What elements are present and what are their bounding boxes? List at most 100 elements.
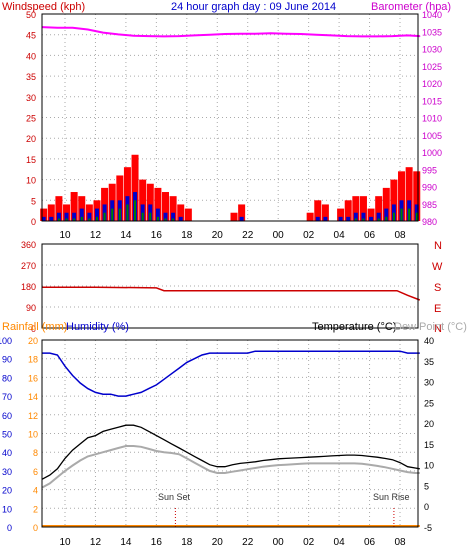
wind-y-tick-label-9: 45 xyxy=(26,31,36,41)
wind-y-tick-label-10: 50 xyxy=(26,10,36,20)
dir-y-tick-label-4: 360 xyxy=(21,240,36,250)
wind-low-bar xyxy=(118,208,121,221)
wind-average-bar xyxy=(178,216,183,221)
wind-low-bar xyxy=(354,218,357,221)
temp-x-tick-label-11: 08 xyxy=(394,537,406,548)
wind-y-tick-label-1: 5 xyxy=(31,196,36,206)
wind-gust-bar xyxy=(146,183,154,221)
barometer-point xyxy=(178,35,180,37)
wind-gust-bar xyxy=(367,208,375,221)
wind-low-bar xyxy=(134,200,137,221)
wind-average-bar xyxy=(376,212,381,221)
wind-average-bar xyxy=(72,212,77,221)
wind-y-tick-label-0: 0 xyxy=(31,217,36,227)
wind-gust-bar xyxy=(314,200,322,221)
barometer-point xyxy=(300,33,302,35)
wind-low-bar xyxy=(408,208,411,221)
baro-y-tick-label-0: 980 xyxy=(422,217,437,227)
wind-gust-bar xyxy=(184,208,192,221)
barometer-point xyxy=(361,35,363,38)
barometer-point xyxy=(407,34,409,36)
dir-y-tick-label-2: 180 xyxy=(21,282,36,292)
wind-low-bar xyxy=(88,218,91,221)
wind-gust-bar xyxy=(359,196,367,221)
temp-x-tick-label-4: 18 xyxy=(181,537,193,548)
temp-x-tick-label-1: 12 xyxy=(90,537,102,548)
barometer-point xyxy=(148,35,150,37)
wind-gust-bar xyxy=(306,212,314,221)
wind-low-bar xyxy=(385,216,388,221)
wind-x-tick-label-11: 08 xyxy=(394,230,406,241)
wind-y-tick-label-7: 35 xyxy=(26,72,36,82)
wind-y-tick-label-2: 10 xyxy=(26,176,36,186)
temp-y-tick-label-7: 30 xyxy=(424,378,434,388)
barometer-point xyxy=(269,32,272,34)
wind-average-bar xyxy=(369,216,374,221)
barometer-axis-title: Barometer (hpa) xyxy=(371,1,451,13)
wind-gust-bar xyxy=(405,167,413,221)
wind-x-tick-label-3: 16 xyxy=(151,230,163,241)
baro-y-tick-label-11: 1035 xyxy=(422,27,442,37)
wind-gust-bar xyxy=(123,167,131,221)
dir-y-tick-label-1: 90 xyxy=(26,303,36,313)
temp-y-tick-label-3: 10 xyxy=(424,461,434,471)
humidity-y-tick-label-9: 90 xyxy=(2,355,12,365)
direction-panel-frame xyxy=(41,243,419,329)
temp-x-tick-label-0: 10 xyxy=(59,537,71,548)
humidity-series-line xyxy=(42,350,420,397)
temp-y-tick-label-6: 25 xyxy=(424,398,434,408)
temp-x-tick-label-6: 22 xyxy=(242,537,254,548)
barometer-point xyxy=(239,33,241,35)
temp-y-tick-label-9: 40 xyxy=(424,336,434,346)
wind-gust-bar xyxy=(382,187,390,221)
barometer-series-line xyxy=(42,26,420,38)
barometer-point xyxy=(193,34,196,36)
wind-average-bar xyxy=(87,212,92,221)
baro-y-tick-label-4: 1000 xyxy=(422,148,442,158)
rain-y-tick-label-4: 8 xyxy=(33,448,38,458)
humidity-y-tick-label-8: 80 xyxy=(2,373,12,383)
wind-gust-bar xyxy=(375,196,383,221)
baro-y-tick-label-5: 1005 xyxy=(422,131,442,141)
wind-gust-bar xyxy=(398,171,406,221)
wind-low-bar xyxy=(164,218,167,221)
rain-y-tick-label-1: 2 xyxy=(33,504,38,514)
sun-rise-label: Sun Rise xyxy=(373,492,410,502)
temp-x-tick-label-5: 20 xyxy=(212,537,224,548)
dir-y-tick-label-0: 0 xyxy=(31,324,36,334)
wind-average-bar xyxy=(94,208,99,221)
wind-gust-bar xyxy=(55,196,63,221)
rain-y-tick-label-10: 20 xyxy=(28,336,38,346)
wind-x-tick-label-6: 22 xyxy=(242,230,254,241)
wind-gust-bar xyxy=(116,175,124,221)
dir-label-e: E xyxy=(434,303,441,315)
temperature-series-line xyxy=(41,424,420,480)
wind-average-bar xyxy=(49,216,54,221)
temp-panel-frame xyxy=(41,339,419,528)
rain-y-tick-label-3: 6 xyxy=(33,467,38,477)
wind-panel-frame xyxy=(41,13,419,222)
barometer-point xyxy=(315,34,317,36)
barometer-point xyxy=(163,35,165,38)
humidity-y-tick-label-3: 30 xyxy=(2,467,12,477)
baro-y-tick-label-10: 1030 xyxy=(422,45,442,55)
wind-average-bar xyxy=(338,216,343,221)
dir-label-n-top: N xyxy=(434,240,442,252)
barometer-point xyxy=(132,35,135,37)
wind-gust-bar xyxy=(337,208,345,221)
wind-low-bar xyxy=(103,212,106,221)
wind-average-bar xyxy=(353,212,358,221)
wind-x-tick-label-10: 06 xyxy=(364,230,376,241)
wind-average-bar xyxy=(323,216,328,221)
wind-gust-bar xyxy=(131,154,139,221)
wind-low-bar xyxy=(73,218,76,221)
barometer-point xyxy=(87,28,89,31)
rain-y-tick-label-5: 10 xyxy=(28,430,38,440)
wind-low-bar xyxy=(400,208,403,221)
baro-y-tick-label-6: 1010 xyxy=(422,114,442,124)
temp-x-tick-label-7: 00 xyxy=(273,537,285,548)
rain-y-tick-label-8: 16 xyxy=(28,373,38,383)
direction-series-line xyxy=(42,286,421,301)
wind-gust-bar xyxy=(390,179,398,221)
